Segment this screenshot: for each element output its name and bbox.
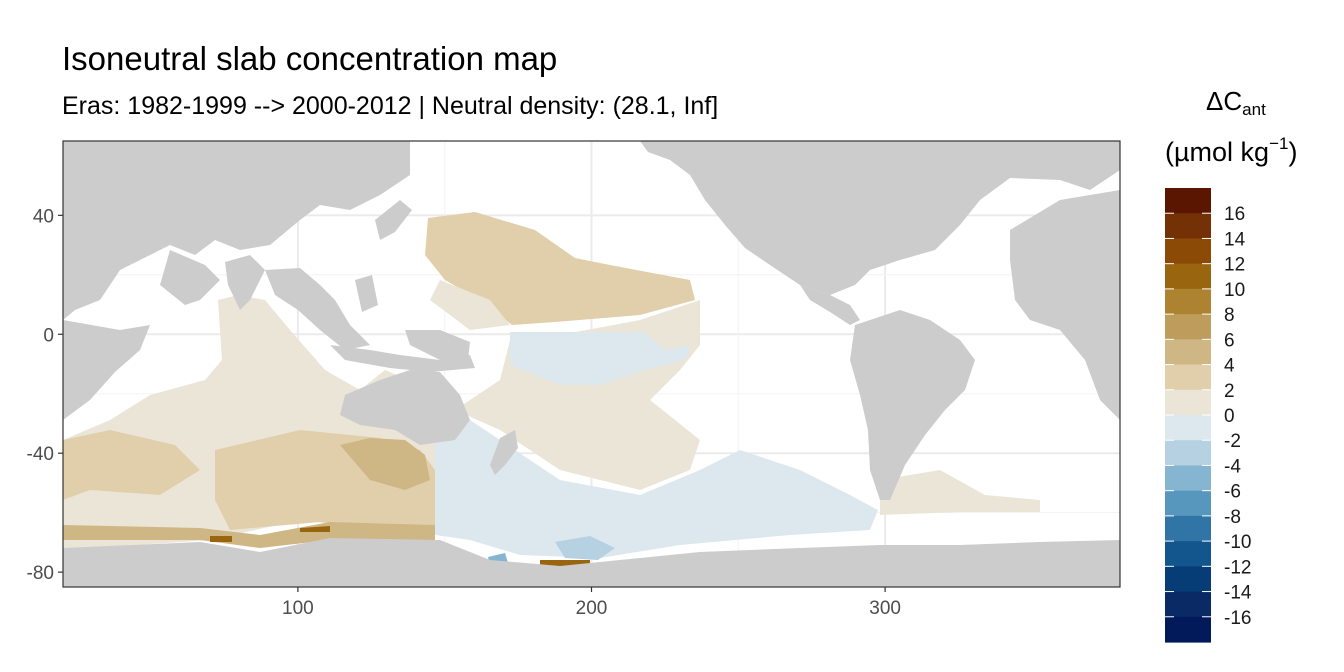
legend-unit: (µmol kg−1) [1165, 134, 1297, 168]
land-masses [63, 141, 1120, 587]
y-tick-label: 40 [33, 206, 54, 227]
land-south-america [850, 310, 975, 500]
colorbar-bin [1165, 465, 1211, 492]
colorbar-bin [1165, 566, 1211, 593]
land-africa [63, 320, 150, 420]
map-panel [62, 140, 1121, 588]
colorbar-label: 12 [1224, 255, 1245, 276]
colorbar-label: 10 [1224, 280, 1245, 301]
colorbar-label: -10 [1224, 532, 1251, 553]
colorbar-bin [1165, 339, 1211, 366]
field-coastal-antarctic-high [210, 526, 590, 566]
field-south-indian-4to6 [340, 438, 430, 490]
field-equatorial-negative [510, 332, 690, 385]
legend-title: ΔCant [1206, 86, 1266, 120]
field-ross-sea-negative [555, 536, 615, 560]
y-axis: 40 0 -40 -80 [27, 206, 63, 584]
field-north-pacific-2to4 [425, 212, 695, 325]
colorbar-label: -16 [1224, 608, 1251, 629]
y-tick-label: -40 [27, 444, 54, 465]
legend-unit-pre: (µmol kg [1165, 137, 1270, 167]
land-north-america [640, 141, 1120, 295]
colorbar-label: -4 [1224, 456, 1241, 477]
legend-unit-sup: −1 [1269, 134, 1289, 153]
colorbar-bin [1165, 364, 1211, 391]
land-australia [340, 370, 470, 445]
x-tick-label: 200 [576, 598, 608, 619]
colorbar-bin [1165, 616, 1211, 643]
colorbar-legend: 16 14 12 10 8 6 4 2 0 -2 -4 -6 -8 -10 -12 -14 -16 [1165, 188, 1252, 643]
colorbar-label: -12 [1224, 557, 1251, 578]
colorbar-label: 4 [1224, 356, 1235, 377]
colorbar-bin [1165, 389, 1211, 416]
land-philippines-indonesia [330, 275, 475, 372]
colorbar-bin [1165, 213, 1211, 240]
chart-subtitle: Eras: 1982-1999 --> 2000-2012 | Neutral … [62, 92, 719, 120]
colorbar-bin [1165, 515, 1211, 542]
colorbar-label: 2 [1224, 381, 1235, 402]
colorbar-label: -8 [1224, 507, 1241, 528]
land-japan [375, 200, 412, 240]
colorbar-label: 14 [1224, 229, 1246, 250]
legend-unit-post: ) [1288, 137, 1298, 167]
colorbar-bin [1165, 440, 1211, 467]
colorbar-label: 0 [1224, 406, 1235, 427]
colorbar-bin [1165, 238, 1211, 265]
colorbar-label: -2 [1224, 431, 1241, 452]
chart-title: Isoneutral slab concentration map [62, 40, 558, 77]
colorbar-bin [1165, 541, 1211, 567]
colorbar-bin [1165, 415, 1211, 441]
land-new-zealand [490, 430, 518, 475]
colorbar-bin [1165, 490, 1211, 517]
field-north-pacific-positive [430, 280, 510, 330]
x-axis: 100 200 300 [282, 587, 901, 619]
land-central-america [800, 285, 860, 325]
colorbar-label: 8 [1224, 305, 1235, 326]
colorbar-label: 16 [1224, 204, 1245, 225]
colorbar-bin [1165, 288, 1211, 315]
x-tick-label: 100 [282, 598, 314, 619]
land-asia-europe [63, 141, 410, 320]
colorbar-label: -6 [1224, 482, 1241, 503]
field-coastal-antarctic-positive [63, 522, 435, 548]
colorbar-bin [1165, 591, 1211, 618]
land-new-guinea [405, 330, 470, 360]
colorbar-bin [1165, 314, 1211, 340]
y-tick-label: -80 [27, 563, 54, 584]
land-antarctica [63, 538, 1120, 587]
heatmap-fields [63, 212, 1040, 566]
colorbar-bin [1165, 263, 1211, 290]
y-tick-label: 0 [43, 325, 54, 346]
land-arabia-india [160, 250, 265, 310]
colorbar-label: -14 [1224, 583, 1252, 604]
colorbar-label: 6 [1224, 330, 1235, 351]
legend-title-main: ΔC [1206, 86, 1243, 116]
field-indian-ocean-2to4 [63, 430, 200, 500]
land-europe-africa-east [1010, 190, 1120, 420]
colorbar-bin [1165, 188, 1211, 214]
land-southeast-asia [265, 268, 370, 350]
x-tick-label: 300 [869, 598, 901, 619]
field-southern-ocean-negative [435, 420, 878, 558]
legend-title-sub: ant [1242, 100, 1266, 119]
field-atlantic-southeast-positive [880, 470, 1040, 515]
